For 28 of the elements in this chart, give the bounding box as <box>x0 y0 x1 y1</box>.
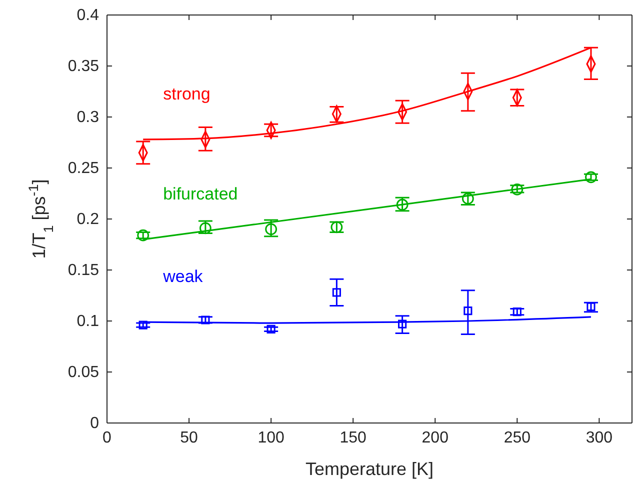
series-label: strong <box>163 84 210 104</box>
y-tick-label: 0 <box>90 415 100 432</box>
y-tick-label: 0.4 <box>76 7 100 24</box>
y-tick-label: 0.05 <box>68 364 100 382</box>
x-tick-label: 300 <box>586 429 613 446</box>
point <box>511 183 524 196</box>
x-tick-label: 0 <box>102 429 112 446</box>
x-tick-label: 150 <box>340 429 367 446</box>
y-tick-label: 0.3 <box>76 109 100 126</box>
point <box>201 316 210 324</box>
point <box>512 308 522 316</box>
point <box>332 288 341 297</box>
x-tick-label: 250 <box>504 429 531 446</box>
series-label: weak <box>162 267 204 286</box>
y-tick-label: 0.2 <box>76 211 100 228</box>
x-tick-label: 100 <box>258 429 285 446</box>
point <box>138 320 148 330</box>
y-tick-label: 0.35 <box>68 58 100 76</box>
point <box>265 223 278 236</box>
y-tick-label: 0.15 <box>68 262 100 280</box>
point <box>266 324 276 334</box>
x-tick-label: 50 <box>180 429 198 446</box>
series-label: bifurcated <box>163 184 238 204</box>
point <box>464 306 472 316</box>
x-axis-title: Temperature [K] <box>305 459 434 479</box>
x-tick-label: 200 <box>422 429 449 446</box>
y-tick-label: 0.25 <box>68 160 100 178</box>
y-tick-label: 0.1 <box>76 313 100 330</box>
